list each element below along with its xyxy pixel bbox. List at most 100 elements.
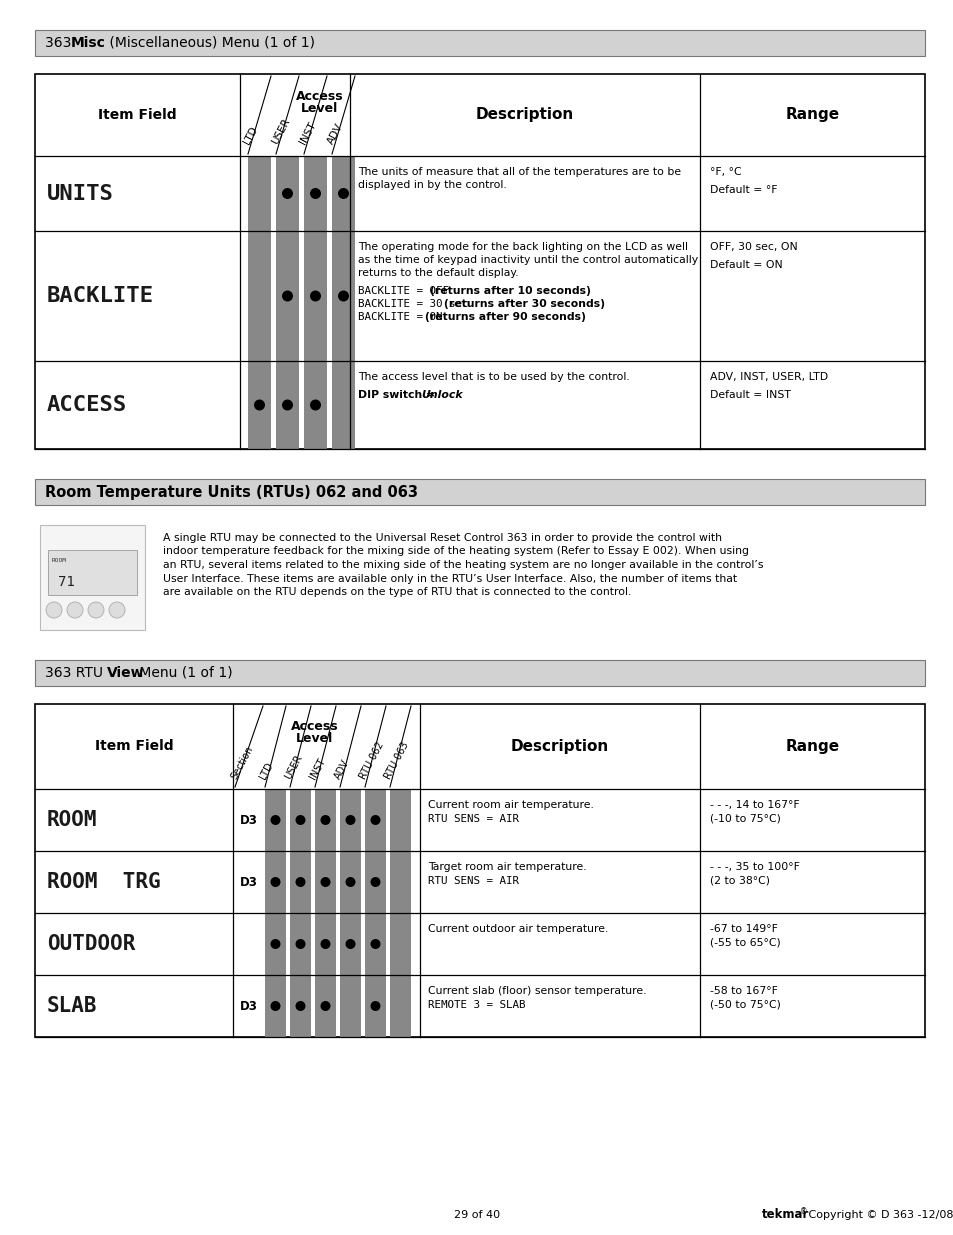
Bar <box>35 74 924 450</box>
Text: - - -, 14 to 167°F: - - -, 14 to 167°F <box>709 800 799 810</box>
Circle shape <box>282 290 293 301</box>
Text: Room Temperature Units (RTUs) 062 and 063: Room Temperature Units (RTUs) 062 and 06… <box>45 484 417 499</box>
Text: The access level that is to be used by the control.: The access level that is to be used by t… <box>357 372 629 382</box>
Text: -67 to 149°F: -67 to 149°F <box>709 924 777 934</box>
Text: as the time of keypad inactivity until the control automatically: as the time of keypad inactivity until t… <box>357 254 698 266</box>
Text: BACKLITE = ON: BACKLITE = ON <box>357 312 449 322</box>
Text: RTU 062: RTU 062 <box>357 740 386 781</box>
Text: RTU SENS = AIR: RTU SENS = AIR <box>428 814 518 824</box>
Text: Default = INST: Default = INST <box>709 390 790 400</box>
Text: (-50 to 75°C): (-50 to 75°C) <box>709 999 781 1009</box>
Bar <box>339 851 360 913</box>
Circle shape <box>320 939 330 948</box>
Text: Item Field: Item Field <box>94 740 173 753</box>
Bar <box>332 156 355 231</box>
Text: SLAB: SLAB <box>47 995 97 1016</box>
Bar <box>365 913 386 974</box>
Circle shape <box>337 290 349 301</box>
Text: Level: Level <box>301 103 338 116</box>
Text: Unlock: Unlock <box>420 390 462 400</box>
Bar <box>265 789 286 851</box>
Bar <box>339 789 360 851</box>
Circle shape <box>337 188 349 199</box>
Text: (returns after 30 seconds): (returns after 30 seconds) <box>444 299 605 309</box>
Circle shape <box>67 601 83 618</box>
Text: User Interface. These items are available only in the RTU’s User Interface. Also: User Interface. These items are availabl… <box>163 573 737 583</box>
Circle shape <box>345 815 355 825</box>
Text: OUTDOOR: OUTDOOR <box>47 934 135 953</box>
Text: ROOM  TRG: ROOM TRG <box>47 872 160 892</box>
Circle shape <box>88 601 104 618</box>
Text: ROOM: ROOM <box>52 558 67 563</box>
Text: indoor temperature feedback for the mixing side of the heating system (Refer to : indoor temperature feedback for the mixi… <box>163 547 748 557</box>
Circle shape <box>46 601 62 618</box>
Circle shape <box>253 399 265 410</box>
Text: -58 to 167°F: -58 to 167°F <box>709 986 777 995</box>
Bar <box>390 851 411 913</box>
Bar <box>304 231 327 361</box>
Circle shape <box>370 877 380 887</box>
Text: returns to the default display.: returns to the default display. <box>357 268 518 278</box>
Bar <box>290 851 311 913</box>
Text: View: View <box>107 666 144 680</box>
Bar <box>332 361 355 450</box>
Circle shape <box>370 1002 380 1011</box>
Text: DIP switch =: DIP switch = <box>357 390 438 400</box>
Text: UNITS: UNITS <box>47 184 113 204</box>
Bar <box>304 361 327 450</box>
Circle shape <box>295 877 305 887</box>
Bar <box>339 913 360 974</box>
Bar <box>265 913 286 974</box>
Text: Description: Description <box>511 739 608 755</box>
Circle shape <box>295 815 305 825</box>
Text: Access: Access <box>295 89 343 103</box>
Bar <box>365 789 386 851</box>
Text: Menu (1 of 1): Menu (1 of 1) <box>135 666 233 680</box>
Bar <box>314 974 335 1037</box>
Text: (returns after 90 seconds): (returns after 90 seconds) <box>425 312 585 322</box>
Bar <box>35 30 924 56</box>
Text: Target room air temperature.: Target room air temperature. <box>428 862 586 872</box>
Circle shape <box>345 939 355 948</box>
Bar <box>275 361 298 450</box>
Text: an RTU, several items related to the mixing side of the heating system are no lo: an RTU, several items related to the mix… <box>163 559 762 571</box>
Bar <box>332 231 355 361</box>
Circle shape <box>320 1002 330 1011</box>
Circle shape <box>109 601 125 618</box>
Bar <box>290 974 311 1037</box>
Bar <box>339 974 360 1037</box>
Bar <box>248 361 271 450</box>
Text: Range: Range <box>784 739 839 755</box>
Text: The units of measure that all of the temperatures are to be: The units of measure that all of the tem… <box>357 167 680 177</box>
Circle shape <box>271 877 280 887</box>
Circle shape <box>295 1002 305 1011</box>
Bar <box>40 525 145 630</box>
Bar <box>275 156 298 231</box>
Bar <box>248 231 271 361</box>
Text: Default = ON: Default = ON <box>709 261 781 270</box>
Text: 363 RTU: 363 RTU <box>45 666 108 680</box>
Bar <box>265 851 286 913</box>
Text: D3: D3 <box>240 876 257 888</box>
Text: ADV: ADV <box>333 758 352 781</box>
Text: ROOM: ROOM <box>47 810 97 830</box>
Text: RTU 063: RTU 063 <box>383 741 411 781</box>
Text: displayed in by the control.: displayed in by the control. <box>357 180 506 190</box>
Text: Default = °F: Default = °F <box>709 185 777 195</box>
Text: RTU SENS = AIR: RTU SENS = AIR <box>428 876 518 885</box>
Text: tekmar: tekmar <box>761 1209 808 1221</box>
Bar <box>314 913 335 974</box>
Bar <box>390 913 411 974</box>
Text: LTD: LTD <box>258 761 275 781</box>
Text: 363: 363 <box>45 36 75 49</box>
Circle shape <box>320 877 330 887</box>
Bar <box>304 156 327 231</box>
Text: ®: ® <box>800 1208 806 1216</box>
Text: D3: D3 <box>240 814 257 826</box>
Bar <box>275 231 298 361</box>
Bar <box>365 851 386 913</box>
Bar <box>314 789 335 851</box>
Text: Copyright © D 363 -12/08: Copyright © D 363 -12/08 <box>804 1210 952 1220</box>
Text: Range: Range <box>784 107 839 122</box>
Bar <box>35 479 924 505</box>
